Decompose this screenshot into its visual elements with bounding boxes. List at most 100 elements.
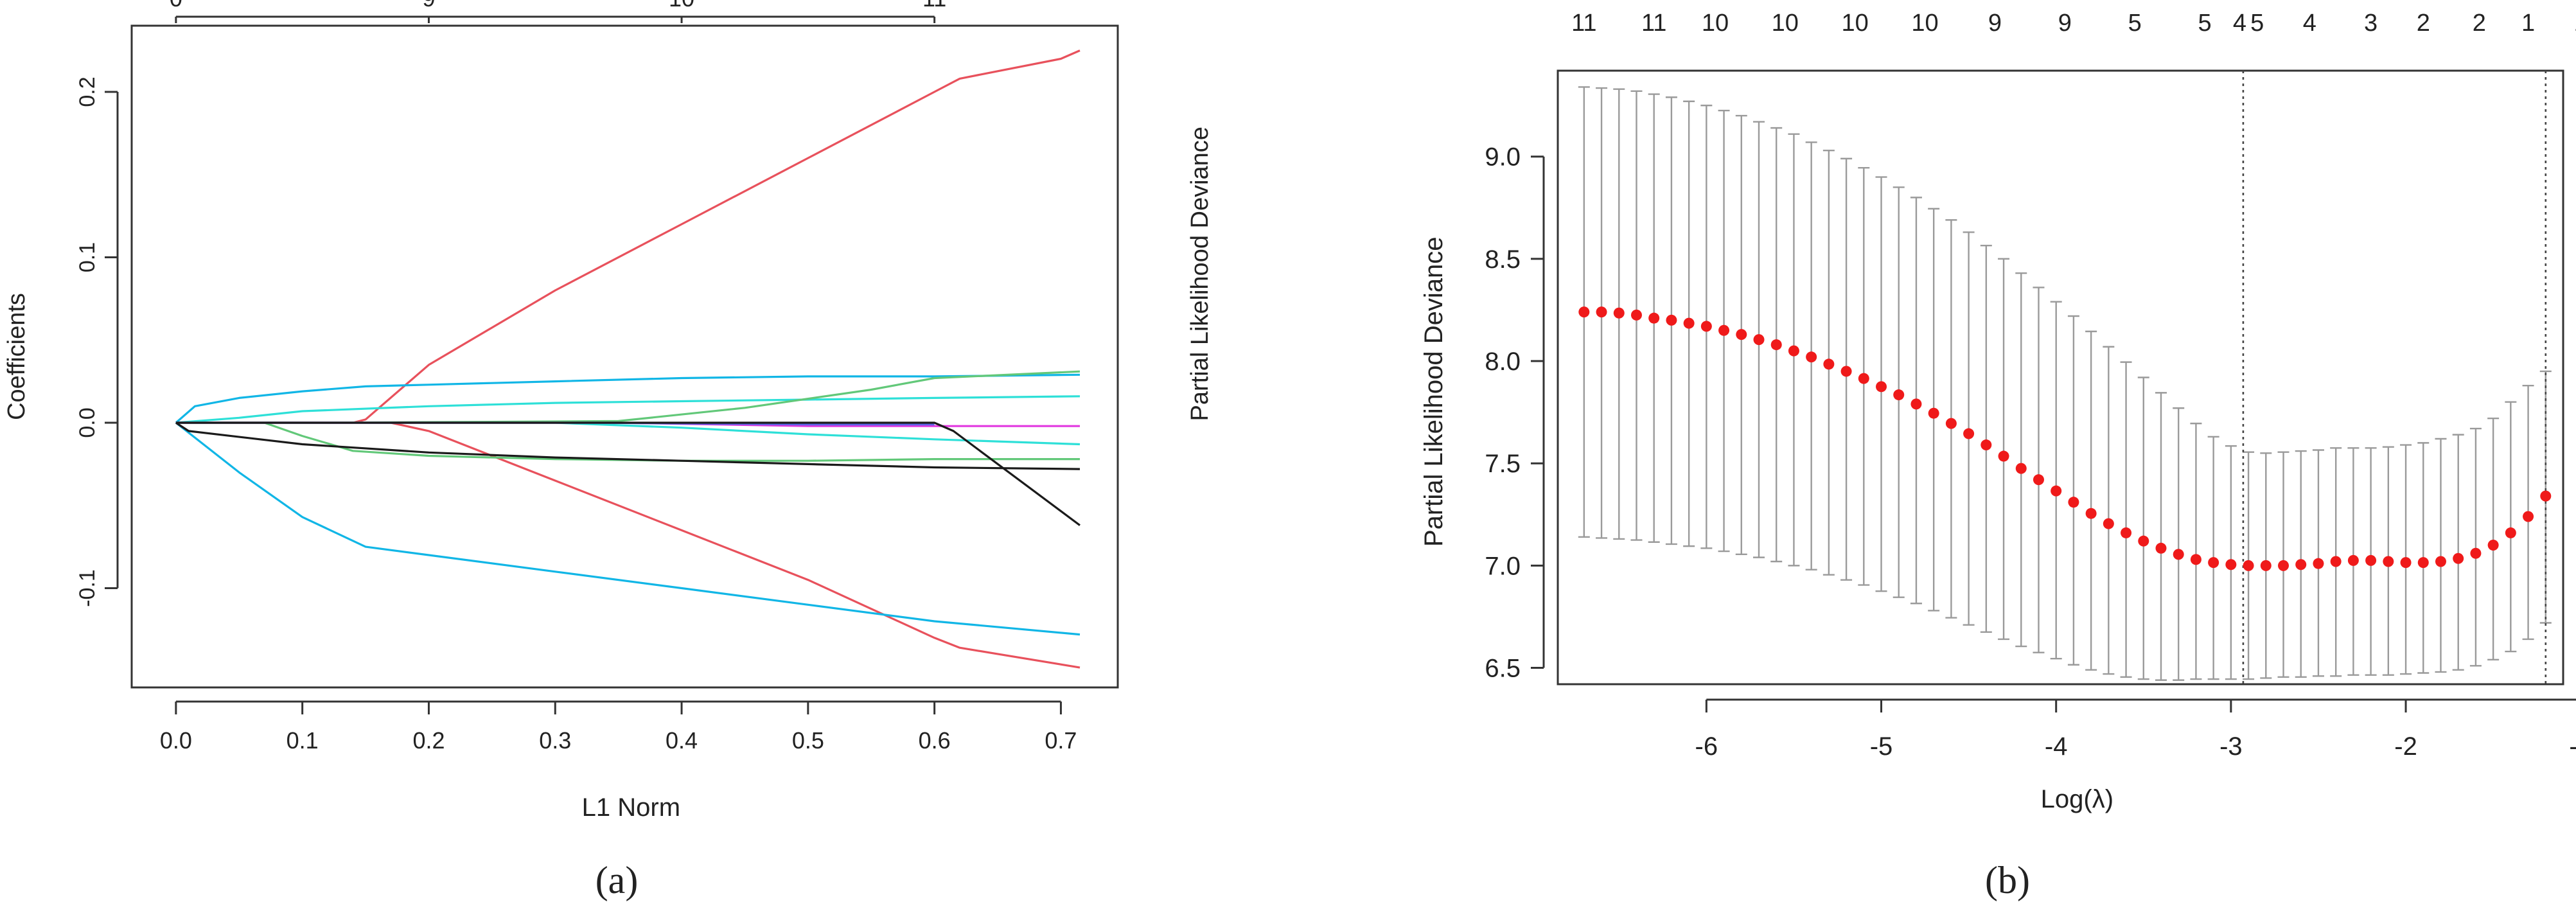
- top-tick-label: 9: [422, 0, 435, 12]
- deviance-point: [2068, 497, 2079, 508]
- panel-b-label: (b): [1985, 859, 2030, 901]
- top-tick-label: 11: [922, 0, 946, 12]
- x-tick-label: 0.7: [1045, 727, 1077, 754]
- deviance-point: [2243, 560, 2254, 571]
- x-tick-label: 0.2: [412, 727, 445, 754]
- deviance-point: [1683, 317, 1695, 329]
- deviance-point: [2173, 549, 2184, 560]
- x-tick-label: -3: [2219, 732, 2243, 761]
- x-tick-label: -4: [2045, 732, 2068, 761]
- top-count-label: 2: [2417, 10, 2430, 37]
- x-axis-label: L1 Norm: [582, 793, 680, 822]
- coef-path-black-flat: [175, 421, 1081, 470]
- top-count-label: 5: [2128, 10, 2142, 37]
- coef-path-cyan-high: [175, 373, 1081, 424]
- deviance-point: [1736, 329, 1747, 341]
- deviance-point: [1718, 324, 1730, 336]
- deviance-point: [2051, 485, 2062, 497]
- deviance-point: [2435, 556, 2446, 567]
- deviance-point: [2453, 553, 2464, 564]
- deviance-point: [2540, 490, 2552, 502]
- y-axis-label: Coefficients: [3, 293, 30, 420]
- deviance-point: [1910, 398, 1922, 410]
- x-tick-label: 0.4: [666, 727, 698, 754]
- deviance-point: [1893, 389, 1905, 401]
- deviance-point: [2383, 556, 2394, 567]
- top-count-label: 9: [2058, 10, 2072, 37]
- plot-frame: [130, 24, 1119, 689]
- x-tick-label: -2: [2394, 732, 2417, 761]
- deviance-point: [1840, 366, 1852, 377]
- x-tick-label: 0.3: [539, 727, 571, 754]
- panel-a-chart: 0.0 0.1 0.2 0.3 0.4 0.5 0.6 0.7 L1 Norm -0.1 0.0 0.…: [3, 0, 1213, 822]
- x-tick-label: 0.5: [792, 727, 824, 754]
- coef-path-red-down: [175, 421, 1081, 669]
- deviance-point: [2295, 559, 2307, 570]
- top-count-label: 4: [2303, 10, 2316, 37]
- deviance-point: [2470, 547, 2482, 559]
- coef-path-black-bend: [175, 421, 1081, 526]
- coef-path-green-down: [175, 421, 1080, 462]
- deviance-point: [2121, 527, 2132, 538]
- top-count-label: 4: [2233, 10, 2246, 37]
- y-tick-label: 7.5: [1485, 450, 1521, 478]
- deviance-point: [2085, 508, 2097, 519]
- deviance-point: [2225, 559, 2237, 570]
- deviance-point: [2033, 474, 2044, 486]
- top-count-label: 10: [1772, 10, 1799, 37]
- deviance-point: [2505, 527, 2516, 538]
- deviance-point: [2330, 556, 2342, 567]
- deviance-point: [1963, 428, 1975, 439]
- deviance-point: [2190, 554, 2201, 565]
- y-tick-label: 6.5: [1485, 655, 1521, 683]
- deviance-point: [1753, 334, 1765, 346]
- deviance-point: [2208, 557, 2219, 569]
- deviance-point: [2400, 557, 2412, 569]
- coef-path-aqua-1: [175, 395, 1081, 424]
- deviance-point: [2365, 554, 2377, 566]
- coef-path-cyan-low: [175, 421, 1081, 636]
- top-count-label: 5: [2198, 10, 2211, 37]
- y-axis-label: Partial Likelihood Deviance: [1420, 237, 1448, 547]
- x-tick-label: -5: [1870, 732, 1893, 761]
- deviance-point: [2155, 542, 2167, 554]
- deviance-point: [1666, 314, 1677, 326]
- y-tick-label: 0.2: [75, 76, 100, 107]
- deviance-point: [2103, 518, 2114, 529]
- top-count-label: 1: [2521, 10, 2535, 37]
- deviance-point: [1770, 339, 1782, 351]
- deviance-point: [1876, 381, 1887, 393]
- top-count-label: 2: [2473, 10, 2486, 37]
- top-count-label: 10: [1911, 10, 1938, 37]
- x-axis-label: Log(λ): [2041, 785, 2113, 813]
- deviance-point: [1928, 407, 1939, 419]
- deviance-point: [1630, 309, 1642, 321]
- deviance-point: [1945, 418, 1957, 429]
- deviance-point: [2138, 535, 2149, 547]
- y-tick-label: 7.0: [1485, 552, 1521, 580]
- deviance-point: [1613, 307, 1625, 319]
- x-tick-label: -1: [2569, 732, 2576, 761]
- top-count-label: 1: [2574, 10, 2576, 37]
- deviance-point: [2487, 540, 2499, 551]
- top-tick-label: 10: [669, 0, 694, 12]
- deviance-point: [1823, 358, 1835, 370]
- x-tick-label: 0.6: [919, 727, 951, 754]
- y-tick-label: 8.0: [1485, 348, 1521, 376]
- top-count-label: 11: [1571, 10, 1596, 37]
- plot-frame: [1557, 69, 2564, 685]
- y-tick-label: 8.5: [1485, 245, 1521, 274]
- deviance-point: [2313, 558, 2324, 569]
- top-tick-label: 0: [170, 0, 182, 12]
- top-count-label: 3: [2364, 10, 2378, 37]
- deviance-point: [2260, 560, 2272, 571]
- panel-b-chart: -6 -5 -4 -3 -2 -1 Log(λ) 6.5 7.0 7.5 8.0 8.5 9.0 Part…: [1420, 10, 2576, 813]
- top-count-label: 11: [1641, 10, 1666, 37]
- deviance-point: [1648, 312, 1660, 324]
- deviance-point: [1578, 306, 1590, 318]
- y-tick-label: -0.1: [75, 569, 100, 607]
- top-count-label: 5: [2250, 10, 2264, 37]
- deviance-point: [2523, 511, 2534, 522]
